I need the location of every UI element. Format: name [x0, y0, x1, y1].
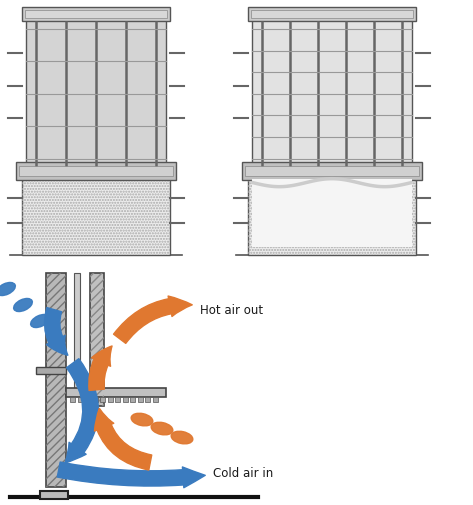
- Ellipse shape: [31, 315, 49, 328]
- Bar: [78, 397, 82, 402]
- Bar: [22, 171, 170, 256]
- Bar: [252, 179, 412, 247]
- Bar: [130, 397, 135, 402]
- Bar: [138, 397, 142, 402]
- Ellipse shape: [0, 283, 15, 296]
- FancyArrowPatch shape: [44, 308, 68, 356]
- Bar: [248, 171, 416, 256]
- Bar: [74, 274, 80, 392]
- Bar: [252, 20, 412, 169]
- Bar: [123, 397, 128, 402]
- Bar: [22, 8, 170, 22]
- FancyArrowPatch shape: [57, 462, 205, 488]
- FancyArrowPatch shape: [95, 409, 152, 470]
- Bar: [66, 388, 166, 397]
- Ellipse shape: [131, 414, 153, 426]
- Bar: [242, 163, 422, 180]
- FancyArrowPatch shape: [89, 346, 112, 391]
- Text: Cold air in: Cold air in: [213, 467, 273, 480]
- Bar: [251, 11, 413, 19]
- Text: Hot air out: Hot air out: [200, 303, 263, 316]
- Bar: [26, 20, 166, 169]
- FancyArrowPatch shape: [114, 296, 192, 344]
- Bar: [115, 397, 120, 402]
- Bar: [90, 274, 104, 406]
- Bar: [22, 171, 170, 256]
- Bar: [85, 397, 90, 402]
- Bar: [107, 397, 113, 402]
- FancyArrowPatch shape: [65, 359, 98, 463]
- Bar: [46, 274, 66, 487]
- Bar: [19, 166, 173, 176]
- Bar: [16, 163, 176, 180]
- Bar: [90, 274, 104, 406]
- Bar: [100, 397, 105, 402]
- Bar: [245, 166, 419, 176]
- Bar: [46, 274, 66, 487]
- Bar: [93, 397, 97, 402]
- Ellipse shape: [151, 422, 173, 435]
- Bar: [145, 397, 150, 402]
- Bar: [70, 397, 75, 402]
- Bar: [36, 367, 66, 374]
- Ellipse shape: [14, 299, 32, 312]
- Bar: [40, 491, 68, 499]
- Ellipse shape: [171, 431, 193, 444]
- Bar: [25, 11, 167, 19]
- Bar: [248, 8, 416, 22]
- Bar: [152, 397, 158, 402]
- Bar: [248, 171, 416, 256]
